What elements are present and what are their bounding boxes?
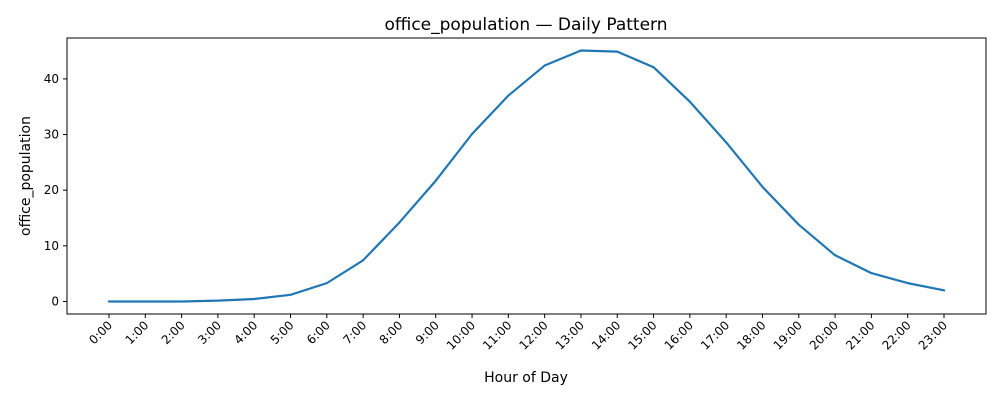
series-line — [107, 49, 946, 303]
data-point — [616, 50, 619, 53]
x-tick-label: 23:00 — [916, 318, 950, 352]
x-tick-label: 11:00 — [480, 318, 514, 352]
x-tick-label: 1:00 — [122, 318, 151, 347]
x-tick-label: 22:00 — [879, 318, 913, 352]
y-axis-title: office_population — [18, 116, 34, 236]
x-tick-label: 18:00 — [734, 318, 768, 352]
x-tick-label: 6:00 — [304, 318, 333, 347]
y-tick-label: 10 — [44, 239, 59, 253]
y-tick-label: 20 — [44, 183, 59, 197]
data-point — [434, 179, 437, 182]
x-tick-label: 14:00 — [589, 318, 623, 352]
data-point — [870, 272, 873, 275]
data-point — [725, 141, 728, 144]
x-tick-label: 20:00 — [807, 318, 841, 352]
x-tick-label: 19:00 — [771, 318, 805, 352]
x-tick-label: 9:00 — [413, 318, 442, 347]
data-point — [797, 223, 800, 226]
data-point — [144, 300, 147, 303]
x-tick-label: 7:00 — [340, 318, 369, 347]
data-point — [108, 300, 110, 303]
x-tick-label: 4:00 — [231, 318, 260, 347]
plot-area — [66, 37, 987, 315]
y-tick-label: 40 — [44, 72, 59, 86]
data-point — [834, 254, 837, 257]
x-tick-label: 5:00 — [268, 318, 297, 347]
data-point — [180, 300, 183, 303]
data-point — [362, 259, 365, 262]
x-axis-title: Hour of Day — [484, 370, 568, 386]
data-point — [688, 100, 691, 103]
x-tick-label: 21:00 — [843, 318, 877, 352]
x-tick-label: 0:00 — [86, 318, 115, 347]
data-point — [761, 185, 764, 188]
x-tick-label: 15:00 — [625, 318, 659, 352]
x-tick-label: 16:00 — [662, 318, 696, 352]
x-axis: 0:00 1:00 2:00 3:00 4:00 5:00 6:00 7:00 8:00 9:00… — [86, 314, 950, 353]
chart-title: office_population — Daily Pattern — [385, 15, 668, 35]
series-layer — [107, 49, 946, 303]
data-point — [325, 282, 328, 285]
y-tick-label: 0 — [51, 294, 59, 308]
x-tick-label: 17:00 — [698, 318, 732, 352]
x-tick-label: 10:00 — [444, 318, 478, 352]
x-tick-label: 3:00 — [195, 318, 224, 347]
data-point — [398, 221, 401, 224]
data-point — [906, 282, 909, 285]
data-point — [507, 94, 510, 97]
data-point — [289, 293, 292, 296]
x-tick-label: 12:00 — [516, 318, 550, 352]
data-point — [253, 297, 256, 300]
x-tick-label: 8:00 — [377, 318, 406, 347]
data-point — [543, 64, 546, 67]
x-tick-label: 13:00 — [553, 318, 587, 352]
data-point — [579, 49, 582, 52]
data-point — [216, 299, 219, 302]
x-tick-label: 2:00 — [159, 318, 188, 347]
data-point — [943, 289, 945, 292]
y-tick-label: 30 — [44, 128, 59, 142]
data-point — [471, 132, 474, 135]
y-axis: 0 10 20 30 40 — [44, 72, 67, 308]
data-point — [652, 66, 655, 69]
